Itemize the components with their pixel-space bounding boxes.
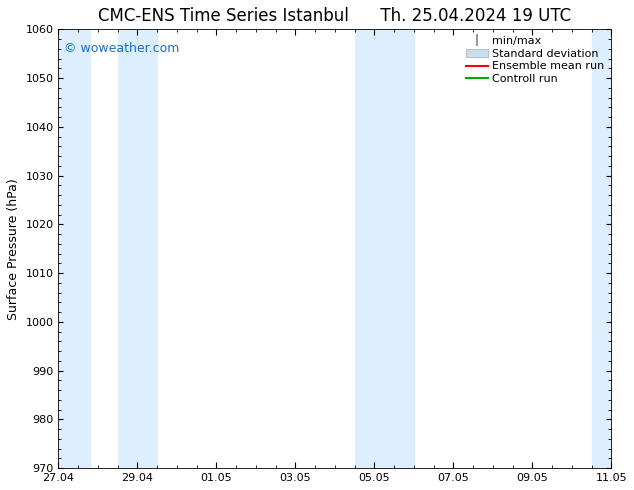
Bar (58, 29, 90, 468)
Text: © woweather.com: © woweather.com (64, 43, 179, 55)
Legend: min/max, Standard deviation, Ensemble mean run, Controll run: min/max, Standard deviation, Ensemble me… (462, 33, 608, 88)
Bar (592, 29, 611, 468)
Title: CMC-ENS Time Series Istanbul      Th. 25.04.2024 19 UTC: CMC-ENS Time Series Istanbul Th. 25.04.2… (98, 7, 571, 25)
Y-axis label: Surface Pressure (hPa): Surface Pressure (hPa) (7, 178, 20, 319)
Bar (118, 29, 157, 468)
Bar (354, 29, 414, 468)
